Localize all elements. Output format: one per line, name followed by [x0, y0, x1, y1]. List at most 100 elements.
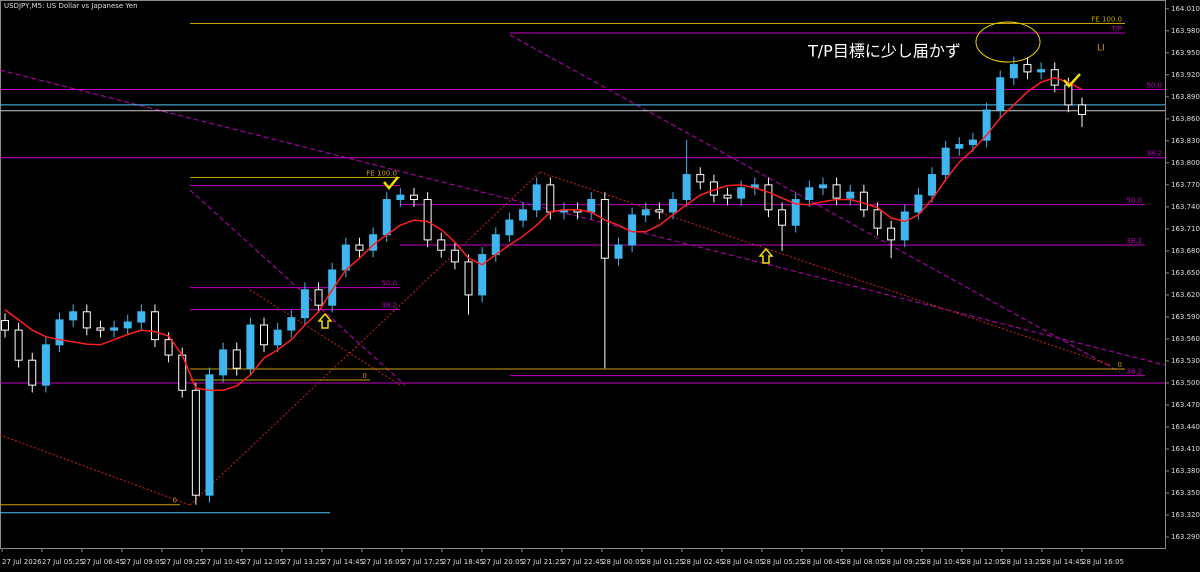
x-tick-label: 27 Jul 16:05 [362, 558, 404, 566]
candle-body [1078, 104, 1086, 115]
x-tick-label: 28 Jul 10:45 [922, 558, 964, 566]
y-tick-label: 163.590 [1171, 313, 1200, 321]
candle-body [696, 174, 705, 183]
candle-body [69, 311, 78, 321]
trendline [0, 69, 1166, 366]
moving-average [4, 77, 1083, 392]
level-label: 38.2 [1126, 368, 1142, 376]
candle-body [1037, 69, 1046, 73]
highlight-ellipse [975, 21, 1041, 63]
candle-body [260, 324, 269, 346]
candle-body [900, 211, 909, 241]
trendline [189, 171, 541, 506]
y-tick-label: 163.620 [1171, 291, 1200, 299]
check-mark [383, 176, 399, 190]
x-tick-label: 27 Jul 20:05 [482, 558, 524, 566]
candle-body [519, 209, 528, 221]
candle-body [246, 324, 255, 369]
candle-body [532, 184, 541, 211]
x-tick-label: 28 Jul 13:25 [1002, 558, 1044, 566]
y-tick-label: 163.920 [1171, 71, 1200, 79]
level-label: 38.2 [1126, 237, 1142, 245]
candle-body [1064, 84, 1073, 106]
candle-body [546, 184, 555, 213]
candle-body [464, 261, 473, 296]
candle-body [723, 194, 732, 199]
candle-body [1, 320, 9, 331]
y-tick-label: 163.290 [1171, 533, 1200, 541]
candle-body [437, 239, 446, 251]
candle-body [423, 199, 432, 241]
x-tick-label: 27 Jul 17:25 [402, 558, 444, 566]
candle-body [805, 187, 814, 201]
candle-body [55, 319, 64, 346]
candle-body [150, 311, 159, 341]
y-tick-label: 163.860 [1171, 115, 1200, 123]
candle-body [82, 311, 91, 329]
candle-body [737, 187, 746, 199]
x-tick-label: 28 Jul 08:05 [842, 558, 884, 566]
candle-body [137, 311, 146, 323]
candle-body [655, 209, 664, 213]
candle-body [887, 227, 896, 241]
candle-body [955, 144, 964, 149]
candle-body [1023, 64, 1032, 73]
candle-body [1009, 64, 1018, 79]
candle-body [382, 199, 391, 236]
level-label: FE 100.0 [1091, 15, 1122, 23]
candle-body [928, 174, 937, 196]
candle-body [450, 249, 459, 263]
x-tick-label: 27 Jul 06:45 [82, 558, 124, 566]
x-tick-label: 27 Jul 14:45 [322, 558, 364, 566]
trendlines [0, 34, 1166, 506]
trendline [539, 171, 1111, 366]
candle-body [123, 321, 132, 329]
candle-body [873, 209, 882, 229]
y-tick-label: 163.800 [1171, 159, 1200, 167]
candle-body [491, 234, 500, 256]
up-arrow [758, 247, 774, 264]
x-tick-label: 27 Jul 09:25 [162, 558, 204, 566]
level-label: T/P [1110, 25, 1122, 33]
x-tick-label: 27 Jul 05:25 [42, 558, 84, 566]
candle-body [669, 199, 678, 213]
level-label: 0 [363, 372, 367, 380]
y-tick-label: 163.680 [1171, 247, 1200, 255]
x-tick-label: 27 Jul 10:45 [202, 558, 244, 566]
candle-body [818, 184, 827, 189]
candle-body [314, 289, 323, 306]
candle-body [28, 359, 37, 386]
candle-body [996, 77, 1005, 111]
y-tick-label: 163.980 [1171, 27, 1200, 35]
y-tick-label: 163.770 [1171, 181, 1200, 189]
x-tick-label: 28 Jul 01:25 [642, 558, 684, 566]
x-tick-label: 28 Jul 16:05 [1082, 558, 1124, 566]
y-tick-label: 163.320 [1171, 511, 1200, 519]
candle-body [396, 194, 405, 201]
chart-title: USDJPY,M5: US Dollar vs Japanese Yen [4, 2, 138, 10]
candle-body [41, 344, 50, 386]
candle-body [14, 329, 23, 361]
level-label: 50.0 [1126, 197, 1142, 205]
y-tick-label: 163.560 [1171, 335, 1200, 343]
x-tick-label: 28 Jul 14:45 [1042, 558, 1084, 566]
candles [1, 56, 1086, 505]
candle-body [614, 244, 623, 259]
y-tick-label: 163.500 [1171, 379, 1200, 387]
y-tick-label: 163.440 [1171, 423, 1200, 431]
candle-body [914, 194, 923, 213]
candle-body [409, 194, 418, 201]
candle-body [478, 254, 487, 296]
candle-body [273, 329, 282, 346]
candle-body [587, 199, 596, 213]
x-tick-label: 28 Jul 02:45 [682, 558, 724, 566]
annotation: T/P目標に少し届かず [807, 42, 961, 61]
candle-body [205, 374, 214, 496]
y-tick-label: 163.890 [1171, 93, 1200, 101]
y-tick-label: 163.950 [1171, 49, 1200, 57]
candle-body [191, 389, 200, 496]
marker-text: LI [1097, 44, 1105, 54]
x-tick-label: 28 Jul 09:25 [882, 558, 924, 566]
candle-body [682, 174, 691, 201]
